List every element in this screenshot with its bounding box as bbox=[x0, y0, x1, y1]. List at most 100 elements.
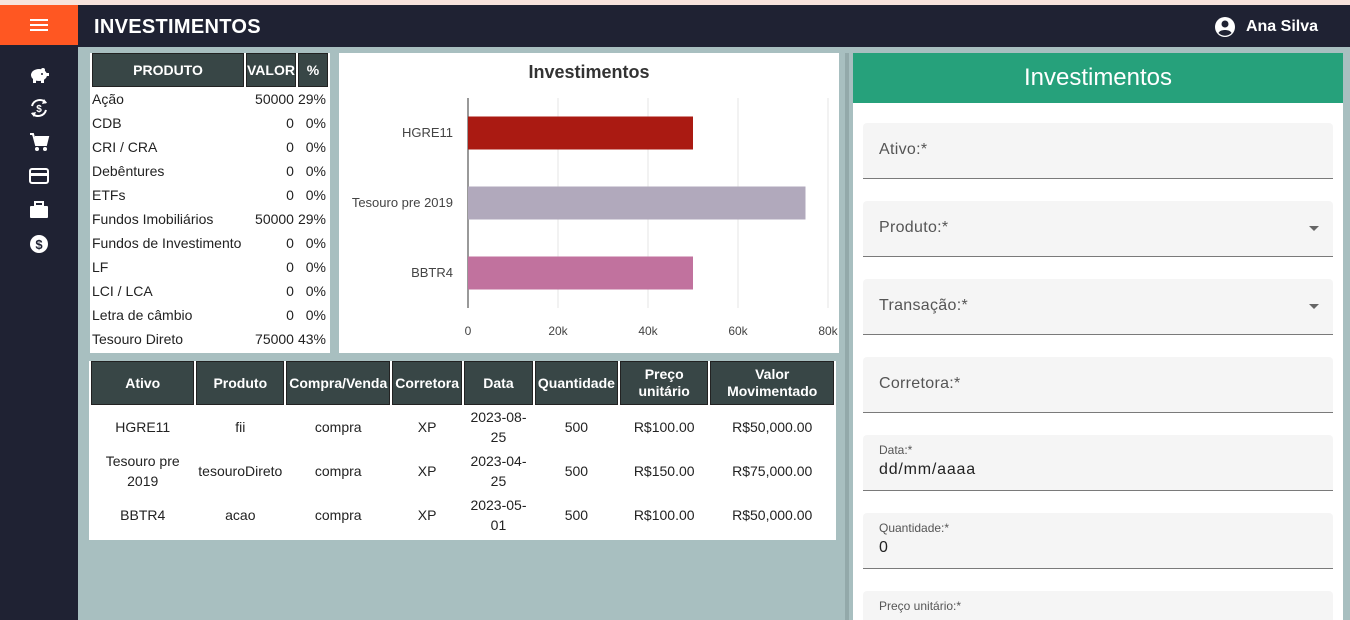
bar[interactable] bbox=[468, 186, 806, 220]
column-header-corretora: Corretora bbox=[392, 361, 463, 405]
produto-label: Produto:* bbox=[879, 219, 949, 236]
top-bar: INVESTIMENTOS Ana Silva bbox=[78, 5, 1350, 47]
data-value: dd/mm/aaaa bbox=[879, 461, 976, 478]
column-header-preco-unitario: Preço unitário bbox=[619, 361, 709, 405]
product-percent: 29% bbox=[297, 211, 326, 227]
menu-button[interactable] bbox=[0, 5, 78, 45]
ativo-field[interactable]: Ativo:* bbox=[863, 123, 1333, 179]
column-header-percent: % bbox=[297, 53, 328, 87]
corretora-field[interactable]: Corretora:* bbox=[863, 357, 1333, 413]
transacao-select[interactable]: Transação:* bbox=[863, 279, 1333, 335]
column-header-ativo: Ativo bbox=[91, 361, 195, 405]
column-header-data: Data bbox=[464, 361, 533, 405]
column-header-valor: VALOR bbox=[246, 53, 296, 87]
product-percent: 0% bbox=[305, 163, 326, 179]
column-header-produto: PRODUTO bbox=[92, 53, 244, 87]
table-row: Tesouro pre 2019 tesouroDireto compra XP 202… bbox=[91, 449, 834, 493]
user-menu[interactable]: Ana Silva bbox=[1214, 16, 1318, 38]
product-value: 75000 bbox=[255, 331, 294, 347]
category-label: Tesouro pre 2019 bbox=[352, 195, 453, 210]
data-field[interactable]: Data:* dd/mm/aaaa bbox=[863, 435, 1333, 491]
quantidade-label: Quantidade:* bbox=[879, 521, 950, 535]
product-percent: 29% bbox=[297, 91, 326, 107]
produto-select[interactable]: Produto:* bbox=[863, 201, 1333, 257]
product-percent: 0% bbox=[305, 115, 326, 131]
x-tick-label: 0 bbox=[465, 324, 472, 338]
product-value: 50000 bbox=[255, 91, 294, 107]
cell-corretora: XP bbox=[417, 419, 437, 435]
cell-ativo: BBTR4 bbox=[120, 507, 166, 523]
table-row: LF 0 0% bbox=[92, 255, 328, 279]
product-name: Letra de câmbio bbox=[92, 307, 193, 323]
table-row: Fundos Imobiliários 50000 29% bbox=[92, 207, 328, 231]
cell-produto: acao bbox=[225, 507, 256, 523]
product-name: Ação bbox=[92, 91, 124, 107]
product-name: LCI / LCA bbox=[92, 283, 153, 299]
bar-chart: Investimentos HGRE11 Tesouro pre 2019 BBTR… bbox=[352, 62, 839, 338]
cell-compra-venda: compra bbox=[314, 507, 362, 523]
cell-quantidade: 500 bbox=[564, 463, 589, 479]
table-row: CRI / CRA 0 0% bbox=[92, 135, 328, 159]
ativo-label: Ativo:* bbox=[879, 141, 928, 158]
category-label: HGRE11 bbox=[402, 125, 453, 140]
column-header-valor-movimentado: Valor Movimentado bbox=[710, 361, 834, 405]
svg-text:$: $ bbox=[36, 104, 42, 115]
product-percent: 0% bbox=[305, 307, 326, 323]
product-name: Fundos de Investimento bbox=[92, 235, 242, 251]
cell-data: 2023-05-01 bbox=[470, 497, 527, 533]
data-label: Data:* bbox=[879, 443, 913, 457]
table-row: Ação 50000 29% bbox=[92, 87, 328, 111]
column-header-compra-venda: Compra/Venda bbox=[286, 361, 391, 405]
currency-exchange-icon[interactable]: $ bbox=[27, 96, 51, 120]
product-value: 0 bbox=[286, 115, 294, 131]
product-name: CDB bbox=[92, 115, 122, 131]
cart-icon[interactable] bbox=[27, 130, 51, 154]
table-row: Tesouro Direto 75000 43% bbox=[92, 327, 328, 351]
page-title: INVESTIMENTOS bbox=[94, 16, 261, 38]
x-tick-label: 20k bbox=[548, 324, 568, 338]
category-label: BBTR4 bbox=[411, 265, 453, 280]
x-tick-label: 80k bbox=[818, 324, 838, 338]
cell-corretora: XP bbox=[417, 463, 437, 479]
table-row: Fundos de Investimento 0 0% bbox=[92, 231, 328, 255]
product-name: LF bbox=[92, 259, 109, 275]
product-value: 0 bbox=[286, 307, 294, 323]
product-value: 50000 bbox=[255, 211, 294, 227]
investment-form: Investimentos Ativo:* Produto:* Transaçã… bbox=[853, 53, 1343, 620]
product-percent: 0% bbox=[305, 139, 326, 155]
preco-unitario-field[interactable]: Preço unitário:* bbox=[863, 591, 1333, 620]
sidebar: $ $ bbox=[0, 5, 78, 620]
x-tick-label: 60k bbox=[728, 324, 748, 338]
table-row: Letra de câmbio 0 0% bbox=[92, 303, 328, 327]
dollar-circle-icon[interactable]: $ bbox=[27, 232, 51, 256]
cell-valor-movimentado: R$75,000.00 bbox=[732, 463, 813, 479]
bar[interactable] bbox=[468, 116, 693, 150]
quantidade-field[interactable]: Quantidade:* 0 bbox=[863, 513, 1333, 569]
product-value: 0 bbox=[286, 283, 294, 299]
bar[interactable] bbox=[468, 256, 693, 290]
column-header-produto: Produto bbox=[196, 361, 285, 405]
hamburger-icon bbox=[30, 19, 48, 31]
products-summary-panel: PRODUTO VALOR % Ação 50000 29% CDB 0 0% CRI / … bbox=[90, 53, 330, 353]
cell-produto: tesouroDireto bbox=[198, 463, 283, 479]
product-percent: 0% bbox=[305, 259, 326, 275]
piggy-bank-icon[interactable] bbox=[27, 62, 51, 86]
cell-data: 2023-04-25 bbox=[470, 453, 527, 489]
movements-panel: Ativo Produto Compra/Venda Corretora Dat… bbox=[89, 361, 836, 540]
cell-compra-venda: compra bbox=[314, 463, 362, 479]
credit-card-icon[interactable] bbox=[27, 164, 51, 188]
browser-top-strip bbox=[0, 0, 1350, 5]
cell-produto: fii bbox=[235, 419, 246, 435]
product-percent: 43% bbox=[297, 331, 326, 347]
table-row: Debêntures 0 0% bbox=[92, 159, 328, 183]
transacao-label: Transação:* bbox=[879, 297, 968, 314]
product-value: 0 bbox=[286, 259, 294, 275]
cell-preco-unitario: R$100.00 bbox=[633, 419, 695, 435]
table-row: HGRE11 fii compra XP 2023-08-25 500 R$100.00 R$… bbox=[91, 405, 834, 449]
quantidade-value: 0 bbox=[879, 539, 889, 556]
product-value: 0 bbox=[286, 139, 294, 155]
briefcase-icon[interactable] bbox=[27, 198, 51, 222]
preco-unitario-label: Preço unitário:* bbox=[879, 599, 962, 613]
product-name: Fundos Imobiliários bbox=[92, 211, 214, 227]
cell-quantidade: 500 bbox=[564, 419, 589, 435]
